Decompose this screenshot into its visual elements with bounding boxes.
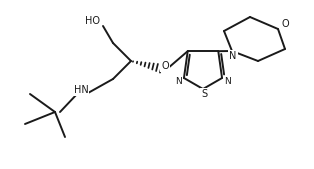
Text: O: O — [281, 19, 289, 29]
Text: N: N — [224, 77, 230, 86]
Text: N: N — [229, 51, 237, 61]
Text: N: N — [176, 77, 182, 86]
Text: HO: HO — [85, 16, 100, 26]
Text: HN: HN — [73, 85, 88, 95]
Text: O: O — [161, 61, 169, 71]
Text: S: S — [201, 89, 207, 99]
